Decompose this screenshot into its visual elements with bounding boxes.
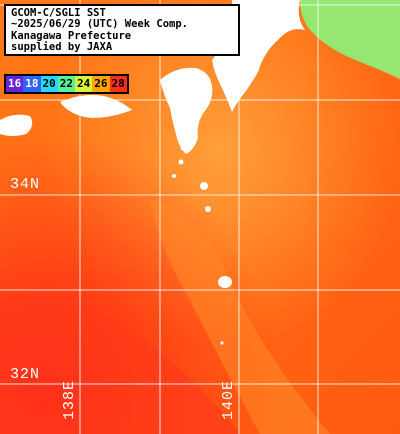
island-niijima bbox=[178, 159, 184, 165]
land-west-edge bbox=[0, 114, 33, 136]
island-oshima bbox=[187, 121, 197, 131]
title-box: GCOM-C/SGLI SST ~2025/06/29 (UTC) Week C… bbox=[4, 4, 240, 56]
land-izu-peninsula bbox=[160, 67, 213, 154]
title-line-1: GCOM-C/SGLI SST bbox=[11, 7, 106, 19]
title-line-3: Kanagawa Prefecture bbox=[11, 29, 132, 42]
island-hachijojima bbox=[218, 276, 232, 288]
lat-label-34n: 34N bbox=[10, 176, 41, 193]
legend-swatch-20: 20 bbox=[40, 76, 58, 92]
legend-swatch-18: 18 bbox=[23, 76, 41, 92]
island-toshima bbox=[180, 145, 186, 151]
legend-swatch-28: 28 bbox=[109, 76, 127, 92]
cool-filament bbox=[150, 200, 330, 434]
legend-swatch-26: 26 bbox=[92, 76, 110, 92]
temperature-legend: 16 18 20 22 24 26 28 bbox=[4, 74, 129, 94]
legend-swatch-22: 22 bbox=[57, 76, 75, 92]
warm-current-band bbox=[0, 294, 240, 434]
island-kozushima bbox=[200, 182, 208, 190]
title-line-2: ~2025/06/29 (UTC) Week Comp. bbox=[11, 18, 189, 31]
island-aogashima bbox=[220, 341, 224, 345]
island-miyakejima bbox=[205, 206, 211, 212]
lon-label-140e: 140E bbox=[220, 379, 237, 420]
legend-swatch-16: 16 bbox=[6, 76, 24, 92]
lon-label-138e: 138E bbox=[61, 379, 78, 420]
island-shikinejima bbox=[172, 174, 176, 178]
coastal-cool-band bbox=[245, 0, 400, 78]
lat-label-32n: 32N bbox=[10, 366, 41, 383]
land-western-coast bbox=[60, 94, 132, 118]
legend-swatch-24: 24 bbox=[75, 76, 93, 92]
title-line-4: supplied by JAXA bbox=[11, 41, 113, 54]
